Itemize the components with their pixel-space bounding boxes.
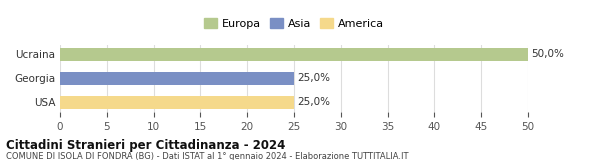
Text: Cittadini Stranieri per Cittadinanza - 2024: Cittadini Stranieri per Cittadinanza - 2… [6, 139, 286, 152]
Bar [60, 48, 528, 61]
Bar [60, 72, 294, 85]
Legend: Europa, Asia, America: Europa, Asia, America [200, 13, 388, 33]
Text: 50,0%: 50,0% [531, 49, 563, 60]
Bar [60, 96, 294, 109]
Text: 25,0%: 25,0% [297, 97, 330, 107]
Text: 25,0%: 25,0% [297, 73, 330, 83]
Text: COMUNE DI ISOLA DI FONDRA (BG) - Dati ISTAT al 1° gennaio 2024 - Elaborazione TU: COMUNE DI ISOLA DI FONDRA (BG) - Dati IS… [6, 152, 409, 160]
